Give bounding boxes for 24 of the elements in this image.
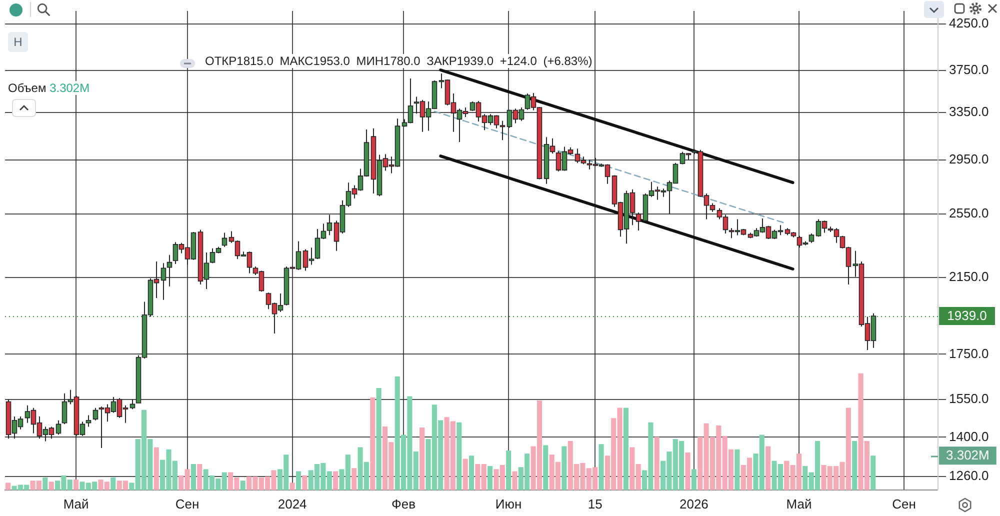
x-tick-label: Сен — [892, 496, 916, 512]
x-tick-label: 15 — [588, 496, 602, 512]
y-tick-label: 4250.0 — [949, 15, 989, 30]
y-tick-label: 1260.0 — [949, 468, 989, 484]
y-tick-label: 3750.0 — [949, 62, 989, 78]
x-tick-label: Фев — [392, 496, 416, 512]
x-tick-label: Июн — [495, 496, 522, 512]
button: H — [8, 32, 28, 52]
x-tick-label: 2026 — [679, 496, 708, 512]
annotation: Объем 3.302M — [8, 81, 90, 95]
y2-tick-label: 3.302M — [946, 448, 990, 463]
y-tick-label: 1400.0 — [949, 428, 989, 444]
y-tick-label: 1550.0 — [949, 390, 989, 406]
y-tick-label: 3350.0 — [949, 104, 989, 120]
ref-line-label: 1939.0 — [947, 308, 987, 324]
x-tick-label: Сен — [175, 496, 200, 512]
x-tick-label: Май — [63, 496, 89, 512]
y-tick-label: 2150.0 — [949, 269, 989, 284]
x-tick-label: Май — [786, 496, 812, 512]
x-tick-label: 2024 — [278, 496, 307, 512]
y-tick-label: 1750.0 — [949, 346, 989, 361]
y-tick-label: 2950.0 — [949, 151, 989, 166]
y-tick-label: 2550.0 — [949, 206, 989, 221]
annotation: ОТКР1815.0 МАКС1953.0 МИН1780.0 ЗАКР1939.0 +124.0 (+6.83%) — [203, 54, 594, 68]
